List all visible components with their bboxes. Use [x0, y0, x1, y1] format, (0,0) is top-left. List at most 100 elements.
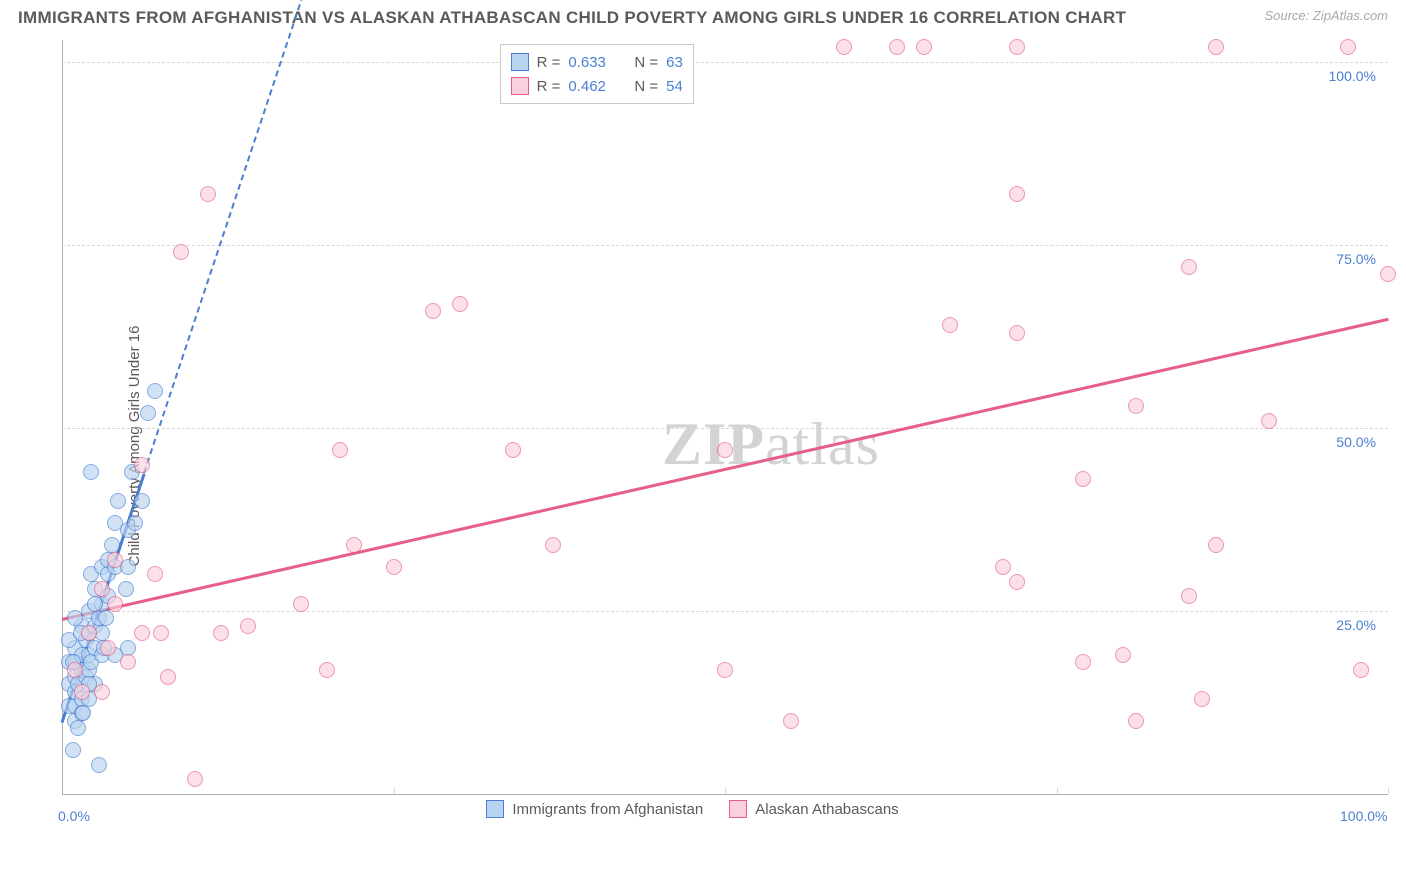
- gridline-y: [62, 62, 1388, 63]
- data-point-blue: [98, 610, 114, 626]
- data-point-pink: [153, 625, 169, 641]
- data-point-pink: [916, 39, 932, 55]
- data-point-blue: [87, 596, 103, 612]
- n-label: N =: [634, 78, 658, 95]
- data-point-pink: [717, 442, 733, 458]
- chart-title: IMMIGRANTS FROM AFGHANISTAN VS ALASKAN A…: [18, 8, 1126, 28]
- data-point-blue: [65, 742, 81, 758]
- data-point-blue: [67, 610, 83, 626]
- data-point-pink: [1353, 662, 1369, 678]
- ytick-label: 100.0%: [1329, 68, 1376, 84]
- tick-x: [1057, 788, 1058, 794]
- data-point-pink: [425, 303, 441, 319]
- ytick-label: 75.0%: [1336, 251, 1376, 267]
- xtick-label: 100.0%: [1340, 808, 1387, 824]
- data-point-pink: [319, 662, 335, 678]
- data-point-pink: [1009, 574, 1025, 590]
- data-point-pink: [74, 684, 90, 700]
- gridline-y: [62, 245, 1388, 246]
- ytick-label: 50.0%: [1336, 434, 1376, 450]
- r-value-2: 0.462: [568, 78, 606, 95]
- data-point-blue: [140, 405, 156, 421]
- data-point-pink: [1340, 39, 1356, 55]
- data-point-pink: [1261, 413, 1277, 429]
- data-point-pink: [1009, 325, 1025, 341]
- data-point-pink: [783, 713, 799, 729]
- gridline-y: [62, 611, 1388, 612]
- watermark: ZIPatlas: [662, 410, 880, 479]
- trendline-pink: [62, 318, 1389, 621]
- tick-x: [394, 788, 395, 794]
- r-label: R =: [537, 54, 561, 71]
- x-axis-line: [62, 794, 1388, 795]
- data-point-blue: [110, 493, 126, 509]
- data-point-pink: [332, 442, 348, 458]
- data-point-pink: [505, 442, 521, 458]
- data-point-pink: [100, 640, 116, 656]
- r-value-1: 0.633: [568, 54, 606, 71]
- data-point-pink: [200, 186, 216, 202]
- data-point-pink: [147, 566, 163, 582]
- data-point-pink: [160, 669, 176, 685]
- n-value-1: 63: [666, 54, 683, 71]
- legend-stats: R = 0.633 N = 63 R = 0.462 N = 54: [500, 44, 694, 104]
- data-point-pink: [240, 618, 256, 634]
- data-point-pink: [213, 625, 229, 641]
- data-point-pink: [836, 39, 852, 55]
- data-point-pink: [1208, 39, 1224, 55]
- trendline-blue: [143, 0, 354, 473]
- n-value-2: 54: [666, 78, 683, 95]
- data-point-pink: [67, 662, 83, 678]
- data-point-pink: [995, 559, 1011, 575]
- data-point-blue: [70, 720, 86, 736]
- data-point-pink: [717, 662, 733, 678]
- data-point-pink: [94, 581, 110, 597]
- legend-swatch-pink: [729, 800, 747, 818]
- data-point-pink: [94, 684, 110, 700]
- xtick-label: 0.0%: [58, 808, 90, 824]
- data-point-pink: [346, 537, 362, 553]
- data-point-pink: [293, 596, 309, 612]
- legend-swatch-pink: [511, 77, 529, 95]
- data-point-pink: [81, 625, 97, 641]
- data-point-pink: [452, 296, 468, 312]
- data-point-pink: [1194, 691, 1210, 707]
- data-point-pink: [889, 39, 905, 55]
- data-point-pink: [120, 654, 136, 670]
- tick-x: [1388, 788, 1389, 794]
- data-point-blue: [120, 640, 136, 656]
- legend-swatch-blue: [486, 800, 504, 818]
- data-point-pink: [386, 559, 402, 575]
- data-point-pink: [134, 625, 150, 641]
- data-point-blue: [118, 581, 134, 597]
- data-point-pink: [1380, 266, 1396, 282]
- data-point-pink: [1115, 647, 1131, 663]
- data-point-pink: [187, 771, 203, 787]
- data-point-pink: [1208, 537, 1224, 553]
- n-label: N =: [634, 54, 658, 71]
- data-point-blue: [104, 537, 120, 553]
- data-point-blue: [83, 464, 99, 480]
- data-point-pink: [107, 596, 123, 612]
- data-point-pink: [1181, 588, 1197, 604]
- data-point-blue: [147, 383, 163, 399]
- data-point-pink: [1128, 398, 1144, 414]
- data-point-pink: [107, 552, 123, 568]
- data-point-pink: [942, 317, 958, 333]
- data-point-pink: [1009, 39, 1025, 55]
- data-point-pink: [1075, 654, 1091, 670]
- tick-x: [725, 788, 726, 794]
- data-point-pink: [1075, 471, 1091, 487]
- data-point-pink: [1128, 713, 1144, 729]
- legend-swatch-blue: [511, 53, 529, 71]
- legend-label-2: Alaskan Athabascans: [755, 801, 898, 818]
- gridline-y: [62, 428, 1388, 429]
- data-point-pink: [173, 244, 189, 260]
- r-label: R =: [537, 78, 561, 95]
- data-point-blue: [91, 757, 107, 773]
- legend-label-1: Immigrants from Afghanistan: [512, 801, 703, 818]
- ytick-label: 25.0%: [1336, 617, 1376, 633]
- source-text: Source: ZipAtlas.com: [1264, 8, 1388, 23]
- chart-plot-area: ZIPatlas 25.0%50.0%75.0%100.0%0.0%100.0%…: [62, 40, 1388, 830]
- data-point-pink: [1009, 186, 1025, 202]
